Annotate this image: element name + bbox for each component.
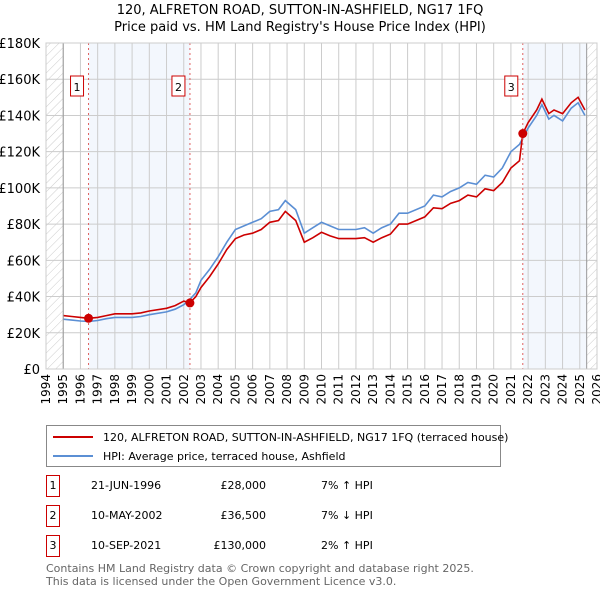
x-tick-label: 2016 xyxy=(418,374,432,405)
x-tick-label: 2018 xyxy=(452,374,466,405)
x-tick-label: 2021 xyxy=(504,374,518,405)
y-tick-label: £20K xyxy=(7,327,41,342)
sale-price: £36,500 xyxy=(220,509,267,522)
sale-badge-label: 3 xyxy=(508,81,515,94)
legend-swatch-red xyxy=(53,436,93,438)
legend: 120, ALFRETON ROAD, SUTTON-IN-ASHFIELD, … xyxy=(46,425,508,467)
sale-badge xyxy=(504,75,519,97)
sale-badge xyxy=(70,75,85,97)
x-tick-label: 1999 xyxy=(125,374,139,405)
plot-frame xyxy=(45,42,598,370)
hatched-region xyxy=(586,43,597,369)
shaded-period xyxy=(88,43,190,369)
x-tick-label: 2009 xyxy=(297,374,311,405)
property-price-line xyxy=(63,96,586,320)
sale-badge: 2 xyxy=(46,505,60,527)
x-tick-label: 1994 xyxy=(39,374,53,405)
x-tick-label: 2015 xyxy=(401,374,415,405)
legend-item-hpi: HPI: Average price, terraced house, Ashf… xyxy=(53,448,345,464)
y-tick-label: £100K xyxy=(0,182,40,197)
sale-point xyxy=(185,298,195,308)
sale-price: £130,000 xyxy=(213,539,267,552)
y-tick-label: £60K xyxy=(7,254,41,269)
hpi-line xyxy=(63,101,586,323)
x-tick-label: 2022 xyxy=(521,374,535,405)
footer-licence: This data is licensed under the Open Gov… xyxy=(46,575,397,588)
sale-hpi-delta: 7% ↑ HPI xyxy=(321,479,373,492)
y-tick-label: £140K xyxy=(0,109,40,124)
x-tick-label: 2019 xyxy=(469,374,483,405)
x-tick-label: 2011 xyxy=(332,374,346,405)
x-tick-label: 2010 xyxy=(315,374,329,405)
x-tick-label: 2024 xyxy=(556,374,570,405)
x-tick-label: 2002 xyxy=(177,374,191,405)
legend-label: 120, ALFRETON ROAD, SUTTON-IN-ASHFIELD, … xyxy=(103,430,509,444)
x-tick-label: 2017 xyxy=(435,374,449,405)
x-tick-label: 2004 xyxy=(211,374,225,405)
chart-subtitle: Price paid vs. HM Land Registry's House … xyxy=(114,20,486,35)
y-tick-label: £160K xyxy=(0,73,40,88)
x-tick-label: 2008 xyxy=(280,374,294,405)
hatched-region xyxy=(46,43,64,369)
x-tick-label: 2001 xyxy=(160,374,174,405)
y-tick-label: £40K xyxy=(7,291,41,306)
sale-badge: 1 xyxy=(46,475,60,497)
legend-swatch-blue xyxy=(53,455,93,457)
shaded-period xyxy=(522,43,587,369)
legend-item-property: 120, ALFRETON ROAD, SUTTON-IN-ASHFIELD, … xyxy=(53,429,508,445)
x-tick-label: 2013 xyxy=(366,374,380,405)
sale-date: 21-JUN-1996 xyxy=(91,479,162,492)
price-chart: 1 2 3 £0 £20K £40K £60K £80K £100K £120K £140K £160… xyxy=(0,37,600,405)
footer-copyright: Contains HM Land Registry data © Crown c… xyxy=(46,562,474,575)
y-tick-label: £120K xyxy=(0,146,40,161)
y-tick-label: £0 xyxy=(23,363,40,378)
sale-badge-label: 2 xyxy=(175,81,182,94)
x-tick-label: 2023 xyxy=(538,374,552,405)
x-tick-label: 2005 xyxy=(228,374,242,405)
sale-hpi-delta: 7% ↓ HPI xyxy=(321,509,373,522)
x-tick-label: 1998 xyxy=(108,374,122,405)
sale-point xyxy=(518,129,528,139)
y-tick-label: £80K xyxy=(7,218,41,233)
x-tick-label: 2025 xyxy=(573,374,587,405)
sale-price: £28,000 xyxy=(220,479,267,492)
sale-point xyxy=(84,313,94,323)
transaction-row: 2 10-MAY-2002 £36,500 7% ↓ HPI xyxy=(46,505,496,527)
sale-date: 10-MAY-2002 xyxy=(91,509,163,522)
transaction-row: 3 10-SEP-2021 £130,000 2% ↑ HPI xyxy=(46,535,496,557)
x-tick-label: 1995 xyxy=(56,374,70,405)
x-tick-label: 2006 xyxy=(246,374,260,405)
sale-badge: 3 xyxy=(46,535,60,557)
sale-badge-label: 1 xyxy=(74,81,81,94)
legend-label: HPI: Average price, terraced house, Ashf… xyxy=(103,449,346,463)
x-tick-label: 2007 xyxy=(263,374,277,405)
chart-title: 120, ALFRETON ROAD, SUTTON-IN-ASHFIELD, … xyxy=(116,3,484,18)
x-tick-label: 1996 xyxy=(73,374,87,405)
x-tick-label: 1997 xyxy=(91,374,105,405)
transaction-row: 1 21-JUN-1996 £28,000 7% ↑ HPI xyxy=(46,475,496,497)
x-tick-label: 2003 xyxy=(194,374,208,405)
x-tick-label: 2000 xyxy=(142,374,156,405)
y-tick-label: £180K xyxy=(0,37,40,52)
x-tick-label: 2012 xyxy=(349,374,363,405)
x-tick-label: 2020 xyxy=(487,374,501,405)
x-tick-label: 2014 xyxy=(383,374,397,405)
sale-date: 10-SEP-2021 xyxy=(91,539,162,552)
sale-badge xyxy=(171,75,186,97)
x-tick-label: 2026 xyxy=(590,374,600,405)
sale-hpi-delta: 2% ↑ HPI xyxy=(321,539,373,552)
